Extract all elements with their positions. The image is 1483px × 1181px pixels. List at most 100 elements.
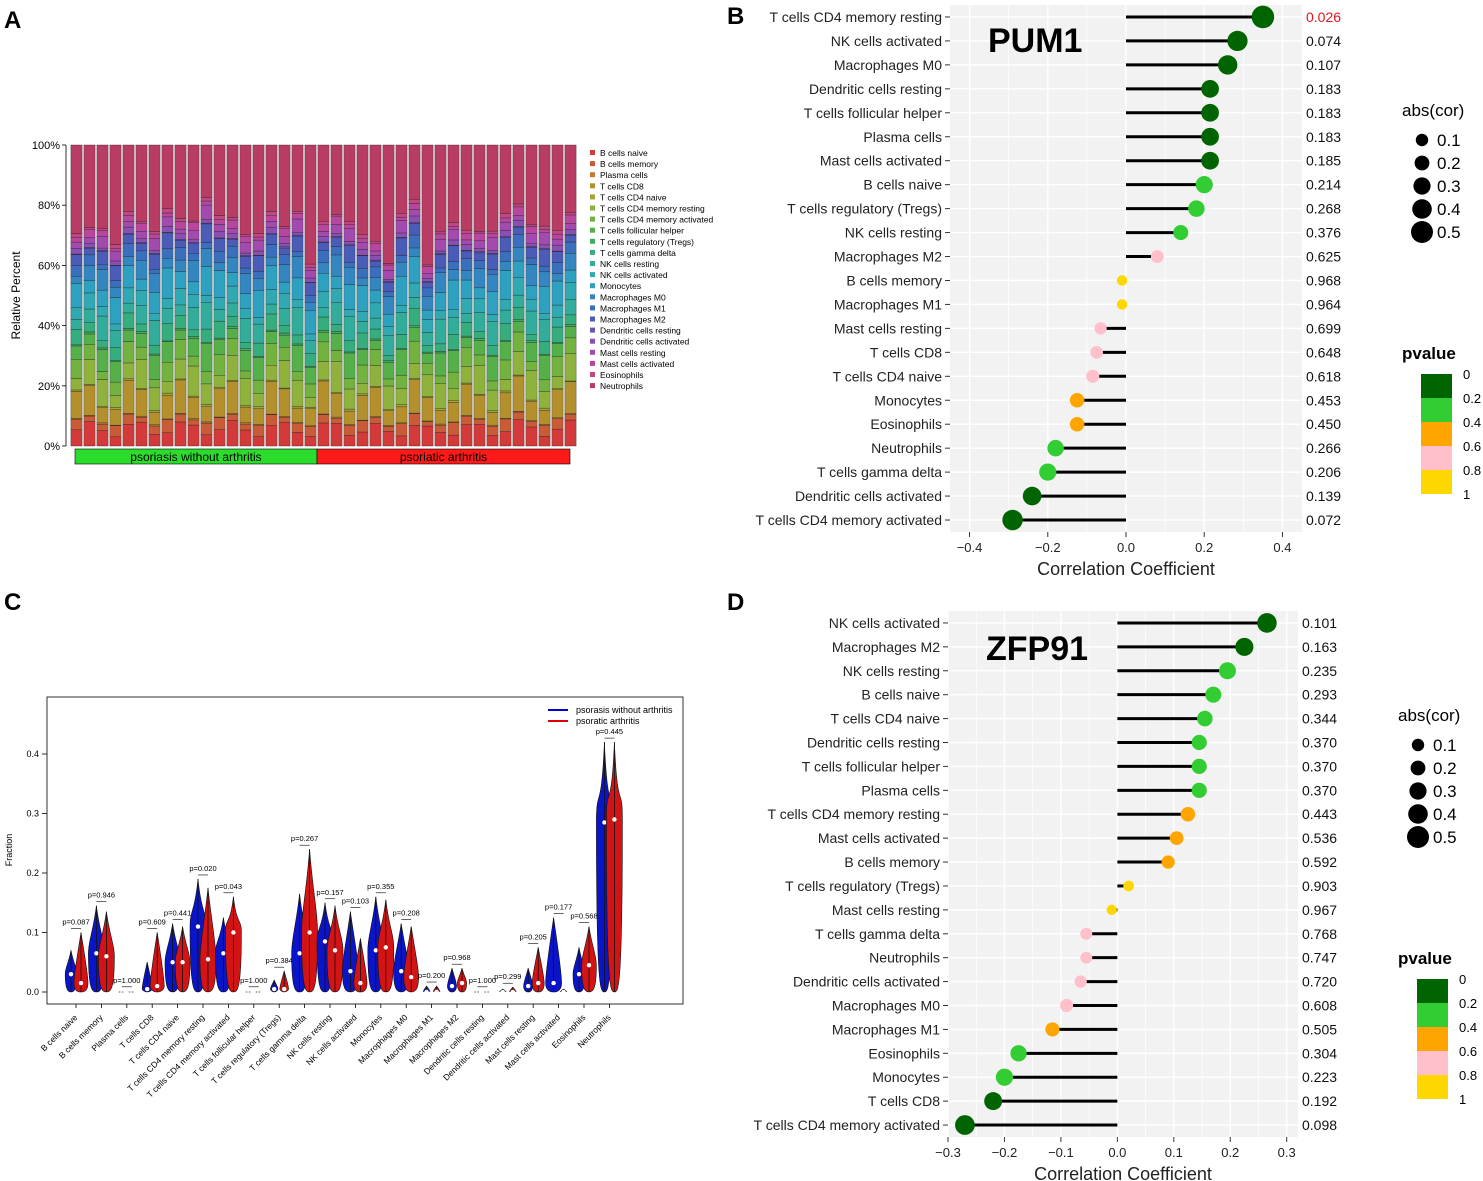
bar-segment (356, 321, 369, 334)
bar-segment (200, 242, 213, 249)
bar-segment (551, 376, 564, 389)
pvalue-label: 0.699 (1306, 320, 1341, 336)
bar-segment (278, 236, 291, 244)
bar-segment (291, 407, 304, 423)
category-label: Monocytes (874, 392, 942, 408)
category-label: Mast cells activated (820, 153, 942, 169)
legend-label: Monocytes (600, 281, 641, 291)
bar-segment (239, 342, 252, 349)
bar-segment (187, 329, 200, 337)
pvalue-label: 0.964 (1306, 296, 1341, 312)
lollipop-dot (1218, 55, 1238, 75)
bar-segment (200, 406, 213, 423)
bar-segment (161, 226, 174, 233)
violin-median (500, 989, 505, 995)
size-legend-label: 0.2 (1437, 154, 1461, 173)
bar-segment (226, 326, 239, 329)
panel-b-lollipop: −0.4 −0.2 0.0 0.2 0.4 Correlation Coefficient… (756, 5, 1481, 579)
color-legend-swatch (1417, 1051, 1448, 1075)
bar-segment (291, 218, 304, 233)
bar-segment (83, 280, 96, 294)
pvalue-label: 0.768 (1302, 926, 1337, 942)
bar-segment (148, 320, 161, 346)
bar-segment (551, 316, 564, 328)
legend-swatch (590, 216, 595, 222)
bar-segment (213, 238, 226, 252)
bar-segment (226, 328, 239, 339)
bar-segment (174, 304, 187, 316)
bar-segment (473, 312, 486, 332)
bar-segment (525, 401, 538, 421)
bar-segment (317, 414, 330, 424)
bar-segment (239, 348, 252, 351)
size-legend-label: 0.1 (1433, 736, 1457, 755)
bar-segment (174, 218, 187, 222)
bar-segment-neutrophils (421, 144, 434, 266)
bar-segment-neutrophils (161, 144, 174, 209)
color-legend-swatch (1421, 446, 1452, 470)
legend-swatch (590, 249, 595, 255)
violin-median (155, 983, 160, 989)
bar-segment-neutrophils (148, 144, 161, 232)
bar-segment-neutrophils (213, 144, 226, 216)
pvalue-label: 0.185 (1306, 153, 1341, 169)
bar-segment (460, 337, 473, 348)
bar-segment (395, 423, 408, 437)
bar-segment (512, 321, 525, 333)
pvalue-label: p=1.000 (469, 976, 496, 985)
bar-segment (213, 386, 226, 390)
category-label: NK cells activated (829, 615, 940, 631)
bar-segment (122, 214, 135, 222)
y-tick-label: 0.0 (26, 987, 39, 997)
pvalue-label: 0.618 (1306, 368, 1341, 384)
bar-segment (70, 429, 83, 447)
bar-segment (525, 421, 538, 428)
lollipop-dot (1195, 176, 1213, 194)
bar-segment (447, 269, 460, 281)
pvalue-label: 0.293 (1302, 687, 1337, 703)
bar-segment (330, 393, 343, 418)
bar-segment (395, 388, 408, 405)
bar-segment (330, 246, 343, 256)
bar-segment (499, 217, 512, 223)
bar-segment (538, 341, 551, 355)
bar-segment (83, 243, 96, 248)
bar-segment (239, 370, 252, 379)
bar-segment (96, 423, 109, 431)
size-legend-title: abs(cor) (1402, 101, 1464, 120)
bar-segment (460, 366, 473, 384)
bar-segment (525, 247, 538, 259)
bar-segment (434, 238, 447, 252)
violin-median (602, 820, 607, 825)
bar-segment (239, 406, 252, 424)
pvalue-label: 0.304 (1302, 1045, 1337, 1061)
pvalue-label: 0.536 (1302, 830, 1337, 846)
bar-segment (512, 307, 525, 320)
bar-segment (200, 218, 213, 224)
bar-segment (551, 428, 564, 447)
bar-segment (200, 248, 213, 267)
violin-median (612, 817, 617, 822)
bar-segment (135, 331, 148, 334)
bar-segment (551, 233, 564, 240)
bar-segment (356, 349, 369, 366)
bar-segment (174, 421, 187, 447)
legend-swatch (590, 372, 595, 377)
lollipop-dot (1010, 1045, 1027, 1062)
lollipop-dot (1205, 686, 1222, 703)
bar-segment-neutrophils (551, 144, 564, 231)
lollipop-dot (1074, 975, 1087, 988)
bar-segment (369, 417, 382, 424)
bar-segment-neutrophils (499, 144, 512, 214)
bar-segment (564, 241, 577, 254)
lollipop-dot (1169, 831, 1184, 846)
bar-segment (486, 230, 499, 234)
bar-segment (421, 296, 434, 311)
bar-segment (304, 263, 317, 268)
violin-median (170, 960, 175, 965)
bar-segment (252, 236, 265, 241)
bar-segment (525, 334, 538, 341)
bar-segment-neutrophils (96, 144, 109, 229)
bar-segment (122, 256, 135, 266)
bar-segment (252, 342, 265, 357)
